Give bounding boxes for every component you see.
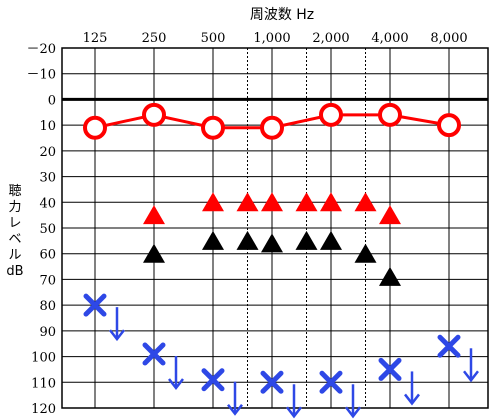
y-tick-labels: －20 －10 0 10 20 30 40 50 60 70 80 90 100 110 120 [26, 42, 56, 417]
cross-arrow-marker [437, 334, 479, 383]
y-tick-label: 60 [39, 248, 56, 263]
y-tick-label: 50 [39, 222, 56, 237]
cross-stroke [142, 342, 166, 366]
y-tick-label: －20 [26, 42, 56, 57]
arrow-head [168, 378, 184, 391]
triangle-marker [236, 230, 259, 250]
y-tick-label: 110 [31, 376, 56, 391]
arrow-head [286, 406, 302, 419]
cross-arrow-marker [201, 368, 243, 416]
cross-arrow-marker [83, 293, 125, 342]
triangle-marker [143, 205, 165, 225]
triangle-marker [379, 266, 401, 286]
chart-title: 周波数 Hz [250, 7, 314, 23]
x-tick-label: 2,000 [312, 31, 349, 46]
cross-arrow-marker [319, 370, 361, 419]
triangle-marker [261, 233, 283, 253]
arrow-head [227, 403, 243, 416]
triangle-marker [202, 192, 224, 212]
triangle-marker [354, 192, 377, 212]
y-tick-label: 30 [39, 171, 56, 186]
triangle-marker [354, 243, 377, 263]
x-tick-label: 8,000 [430, 31, 467, 46]
triangle-marker [295, 230, 318, 250]
y-tick-label: 40 [39, 196, 56, 211]
y-axis-label-part: ル [8, 248, 21, 263]
y-tick-label: 70 [39, 273, 56, 288]
circle-marker [378, 102, 402, 127]
triangle-marker [320, 230, 342, 250]
circle-marker [260, 115, 284, 140]
y-tick-label: 80 [39, 299, 56, 314]
triangle-marker [379, 205, 401, 225]
x-tick-labels: 125 250 500 1,000 2,000 4,000 8,000 [83, 31, 468, 46]
cross-stroke [201, 368, 225, 392]
triangle-marker [295, 192, 318, 212]
plot-frame [61, 47, 489, 409]
y-tick-label: －10 [26, 68, 56, 83]
cross-stroke [83, 293, 107, 317]
triangle-marker [261, 192, 283, 212]
y-axis-label-part: 聴 [8, 184, 21, 199]
triangle-marker [236, 192, 259, 212]
triangle-marker [202, 230, 224, 250]
y-tick-label: 120 [31, 402, 56, 417]
triangle-marker [143, 243, 165, 263]
circle-marker [83, 115, 107, 140]
y-axis-label-part: ベ [8, 232, 21, 247]
chart-grid [61, 47, 489, 409]
cross-stroke [378, 357, 402, 381]
cross-stroke [437, 334, 461, 358]
cross-arrow-marker [378, 357, 420, 406]
circle-marker [142, 102, 166, 127]
cross-arrow-marker [142, 342, 184, 391]
y-tick-label: 10 [39, 119, 56, 134]
data-series [83, 102, 479, 419]
arrow-head [463, 370, 479, 383]
circle-marker [319, 102, 343, 127]
cross-stroke [319, 370, 343, 394]
y-tick-label: 90 [39, 325, 56, 340]
y-axis-label-part: レ [8, 216, 21, 231]
arrow-head [109, 329, 125, 342]
circle-marker [437, 113, 461, 138]
triangle-marker [320, 192, 342, 212]
y-tick-label: 20 [39, 145, 56, 160]
arrow-head [404, 393, 420, 406]
x-tick-label: 500 [201, 31, 226, 46]
cross-stroke [260, 370, 284, 394]
arrow-head [345, 406, 361, 419]
x-tick-label: 250 [142, 31, 167, 46]
x-tick-label: 1,000 [253, 31, 290, 46]
cross-arrow-marker [260, 370, 302, 419]
x-tick-label: 4,000 [371, 31, 408, 46]
y-tick-label: 0 [48, 93, 56, 108]
y-axis-label-part: dB [6, 264, 23, 279]
circle-marker [201, 115, 225, 140]
x-tick-label: 125 [83, 31, 108, 46]
y-tick-label: 100 [31, 351, 56, 366]
y-axis-label-part: 力 [8, 200, 21, 215]
